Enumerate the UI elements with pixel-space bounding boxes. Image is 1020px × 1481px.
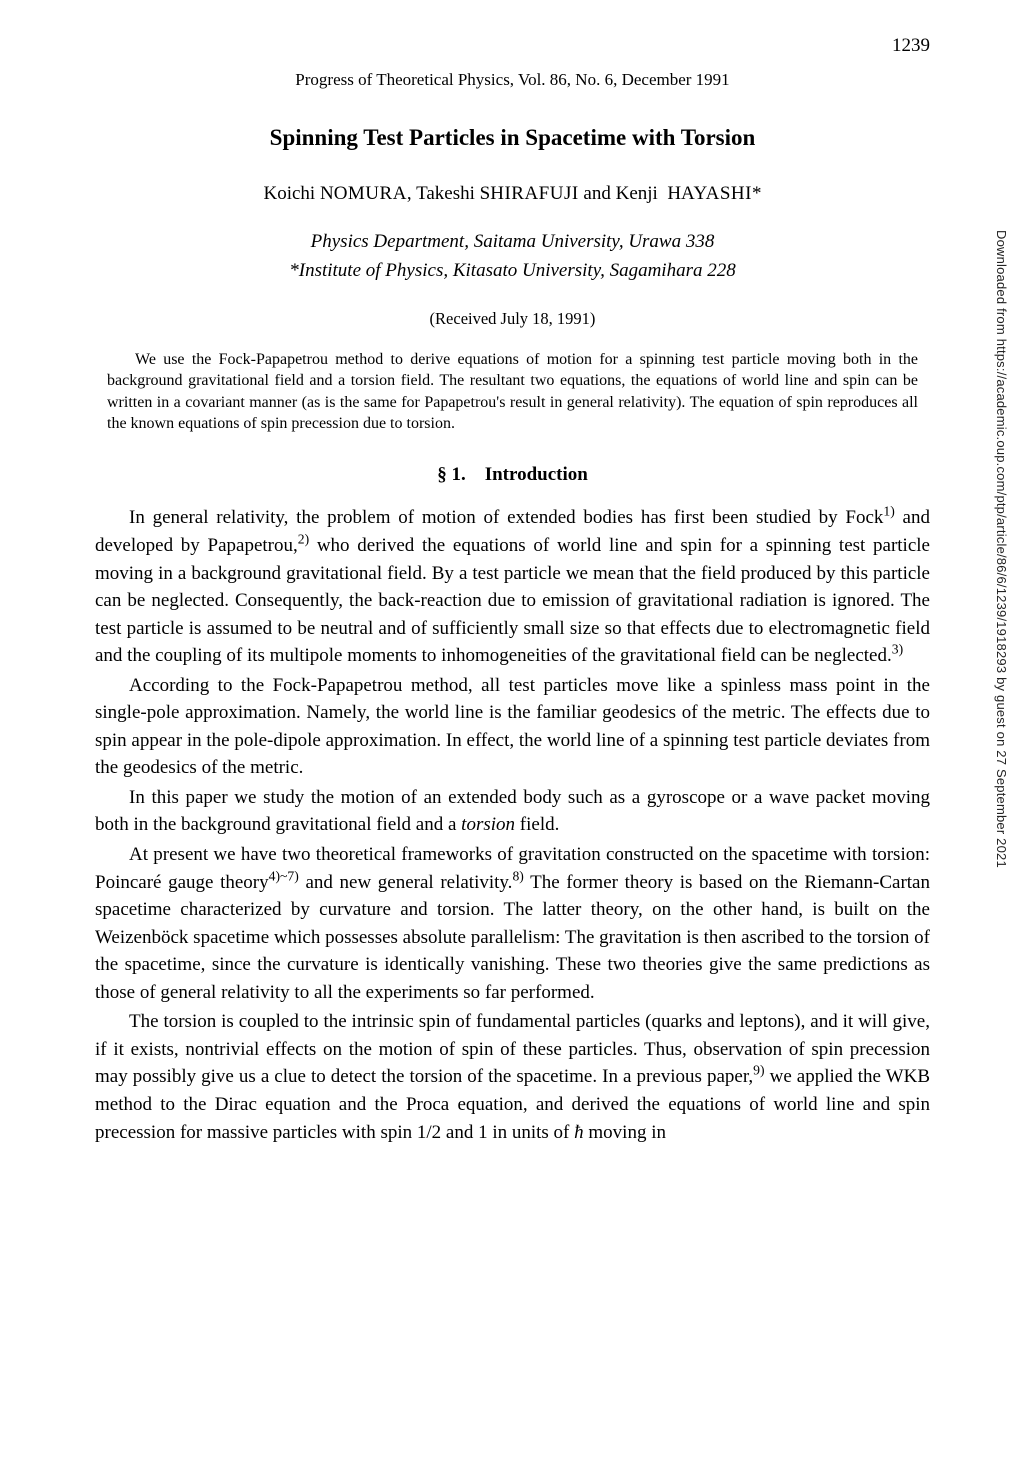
body-paragraph: At present we have two theoretical frame…: [95, 841, 930, 1006]
body-paragraph: In this paper we study the motion of an …: [95, 784, 930, 839]
body-paragraph: According to the Fock-Papapetrou method,…: [95, 672, 930, 782]
section-heading-introduction: § 1. Introduction: [95, 461, 930, 489]
affiliation-1: Physics Department, Saitama University, …: [95, 228, 930, 256]
page-number: 1239: [892, 32, 930, 60]
abstract-text: We use the Fock-Papapetrou method to der…: [107, 349, 918, 435]
authors-line: Koichi NOMURA, Takeshi SHIRAFUJI and Ken…: [95, 180, 930, 208]
body-paragraph: In general relativity, the problem of mo…: [95, 504, 930, 669]
download-watermark: Downloaded from https://academic.oup.com…: [991, 230, 1010, 868]
received-date: (Received July 18, 1991): [95, 307, 930, 331]
body-paragraph: The torsion is coupled to the intrinsic …: [95, 1008, 930, 1146]
journal-reference: Progress of Theoretical Physics, Vol. 86…: [95, 68, 930, 93]
affiliation-2: *Institute of Physics, Kitasato Universi…: [95, 257, 930, 285]
article-title: Spinning Test Particles in Spacetime wit…: [95, 121, 930, 154]
